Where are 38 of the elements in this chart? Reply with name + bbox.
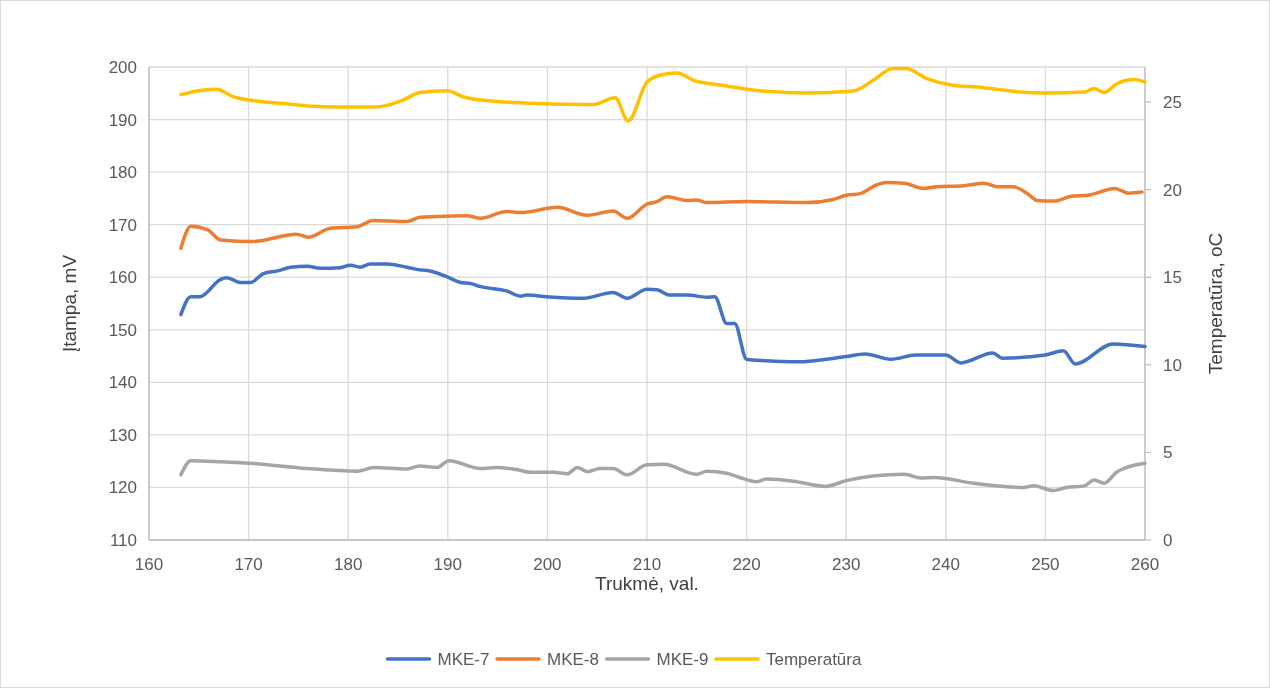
y2-tick-label: 0: [1163, 531, 1173, 550]
y-tick-label: 140: [108, 373, 137, 393]
line-series: [179, 262, 1147, 366]
y-tick-label: 110: [109, 531, 137, 550]
legend-label: MKE-8: [547, 650, 599, 669]
x-tick-label: 170: [234, 555, 263, 574]
x-tick-label: 180: [334, 555, 363, 574]
legend-label: MKE-7: [437, 650, 490, 669]
y-tick-label: 120: [108, 478, 137, 498]
y-tick-label: 160: [108, 268, 137, 288]
x-tick-label: 250: [1031, 555, 1060, 574]
x-tick-label: 230: [832, 555, 861, 574]
y-tick-label: 190: [108, 110, 137, 130]
y2-tick-label: 25: [1163, 93, 1182, 113]
x-tick-label: 210: [632, 555, 662, 574]
y-tick-label: 130: [108, 425, 137, 445]
x-tick-label: 160: [134, 555, 164, 574]
x-tick-label: 190: [433, 555, 462, 574]
y-tick-label: 180: [108, 163, 137, 183]
line-series: [179, 180, 1144, 251]
line-series: [179, 66, 1147, 123]
y-axis-title: Įtampa, mV: [59, 254, 80, 353]
x-tick-label: 240: [931, 555, 960, 574]
x-tick-label: 220: [732, 555, 761, 574]
legend-label: MKE-9: [656, 650, 709, 669]
y2-tick-label: 15: [1163, 268, 1182, 288]
legend-label: Temperatūra: [766, 650, 862, 669]
y2-tick-label: 5: [1163, 443, 1173, 463]
x-tick-label: 260: [1130, 555, 1160, 574]
y-tick-label: 200: [108, 58, 137, 77]
y-tick-label: 150: [108, 320, 137, 340]
line-series: [179, 458, 1147, 493]
y-tick-label: 170: [108, 215, 137, 235]
x-tick-label: 200: [533, 555, 562, 574]
y2-tick-label: 20: [1163, 180, 1182, 200]
x-axis-title: Trukmė, val.: [595, 573, 699, 594]
y2-tick-label: 10: [1163, 355, 1182, 375]
y2-axis-title: Temperatūra, oC: [1205, 232, 1226, 375]
